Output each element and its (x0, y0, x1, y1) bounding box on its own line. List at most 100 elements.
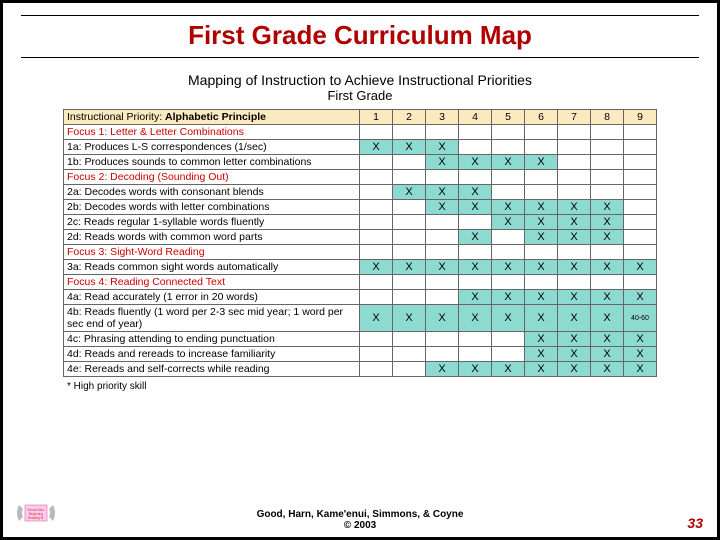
curriculum-table: Instructional Priority: Alphabetic Princ… (63, 109, 657, 377)
focus-label: Focus 3: Sight-Word Reading (64, 245, 360, 260)
grid-cell: X (591, 200, 624, 215)
grid-cell (459, 140, 492, 155)
grid-cell: X (393, 140, 426, 155)
grid-cell (591, 140, 624, 155)
grid-cell (624, 185, 657, 200)
item-label: 4b: Reads fluently (1 word per 2-3 sec m… (64, 305, 360, 332)
item-row: 2c: Reads regular 1-syllable words fluen… (64, 215, 657, 230)
rule-top (21, 15, 699, 16)
map-subtitle: First Grade (63, 88, 657, 103)
footnote: * High priority skill (67, 381, 657, 392)
grid-cell (426, 347, 459, 362)
grid-cell (360, 200, 393, 215)
grid-cell: X (492, 215, 525, 230)
grid-cell (360, 155, 393, 170)
grid-cell: X (459, 200, 492, 215)
grid-cell: X (459, 260, 492, 275)
item-row: 4a: Read accurately (1 error in 20 words… (64, 290, 657, 305)
grid-cell (426, 290, 459, 305)
item-label: 1a: Produces L-S correspondences (1/sec) (64, 140, 360, 155)
item-label: 3a: Reads common sight words automatical… (64, 260, 360, 275)
grid-cell (360, 125, 393, 140)
grid-cell: X (459, 185, 492, 200)
grid-cell: X (393, 185, 426, 200)
map-title: Mapping of Instruction to Achieve Instru… (63, 72, 657, 88)
grid-cell: X (558, 230, 591, 245)
grid-cell: X (492, 260, 525, 275)
grid-cell (360, 332, 393, 347)
header-left-label: Instructional Priority: (67, 111, 162, 123)
grid-cell: X (624, 332, 657, 347)
grid-cell (426, 170, 459, 185)
grid-cell: X (426, 362, 459, 377)
grid-cell: X (558, 305, 591, 332)
grid-cell (393, 347, 426, 362)
grid-cell (360, 347, 393, 362)
grid-cell (459, 347, 492, 362)
header-left-bold: Alphabetic Principle (165, 111, 266, 123)
grid-cell (492, 125, 525, 140)
grid-cell: X (591, 347, 624, 362)
grid-cell: X (525, 347, 558, 362)
grid-cell (393, 215, 426, 230)
item-row: 1a: Produces L-S correspondences (1/sec)… (64, 140, 657, 155)
grid-cell: X (558, 215, 591, 230)
item-label: 4e: Rereads and self-corrects while read… (64, 362, 360, 377)
grid-cell (624, 275, 657, 290)
grid-cell (393, 125, 426, 140)
grid-cell (393, 275, 426, 290)
grid-cell (624, 155, 657, 170)
grid-cell (459, 215, 492, 230)
grid-cell (624, 140, 657, 155)
grid-cell (624, 125, 657, 140)
grid-cell: X (591, 260, 624, 275)
grid-cell (459, 170, 492, 185)
grid-cell: X (360, 140, 393, 155)
footer-authors: Good, Harn, Kame'enui, Simmons, & Coyne (257, 509, 464, 520)
grid-cell: X (492, 305, 525, 332)
item-row: 4d: Reads and rereads to increase famili… (64, 347, 657, 362)
focus-row: Focus 2: Decoding (Sounding Out) (64, 170, 657, 185)
grid-cell (591, 155, 624, 170)
grid-cell (426, 125, 459, 140)
grid-cell: X (591, 215, 624, 230)
grid-cell (558, 245, 591, 260)
grid-cell: X (492, 200, 525, 215)
table-body: Focus 1: Letter & Letter Combinations1a:… (64, 125, 657, 377)
col-3: 3 (426, 110, 459, 125)
item-label: 2d: Reads words with common word parts (64, 230, 360, 245)
grid-cell (426, 245, 459, 260)
grid-cell (360, 275, 393, 290)
item-label: 2b: Decodes words with letter combinatio… (64, 200, 360, 215)
grid-cell: X (525, 155, 558, 170)
item-label: 2c: Reads regular 1-syllable words fluen… (64, 215, 360, 230)
grid-cell: X (624, 362, 657, 377)
grid-cell: X (459, 362, 492, 377)
col-6: 6 (525, 110, 558, 125)
grid-cell (492, 170, 525, 185)
grid-cell (492, 230, 525, 245)
grid-cell (525, 125, 558, 140)
grid-cell (426, 275, 459, 290)
grid-cell (558, 125, 591, 140)
focus-row: Focus 3: Sight-Word Reading (64, 245, 657, 260)
page-number: 33 (687, 515, 703, 531)
grid-cell: X (525, 290, 558, 305)
item-label: 2a: Decodes words with consonant blends (64, 185, 360, 200)
grid-cell (360, 185, 393, 200)
grid-cell: X (558, 260, 591, 275)
grid-cell: X (591, 332, 624, 347)
item-row: 2a: Decodes words with consonant blends X… (64, 185, 657, 200)
grid-cell (558, 170, 591, 185)
col-5: 5 (492, 110, 525, 125)
focus-label: Focus 1: Letter & Letter Combinations (64, 125, 360, 140)
grid-cell (492, 332, 525, 347)
grid-cell (492, 140, 525, 155)
grid-cell (624, 245, 657, 260)
slide: First Grade Curriculum Map Mapping of In… (3, 3, 717, 537)
grid-cell: X (492, 155, 525, 170)
grid-cell (459, 245, 492, 260)
grid-cell (525, 245, 558, 260)
focus-row: Focus 4: Reading Connected Text (64, 275, 657, 290)
grid-cell (591, 170, 624, 185)
